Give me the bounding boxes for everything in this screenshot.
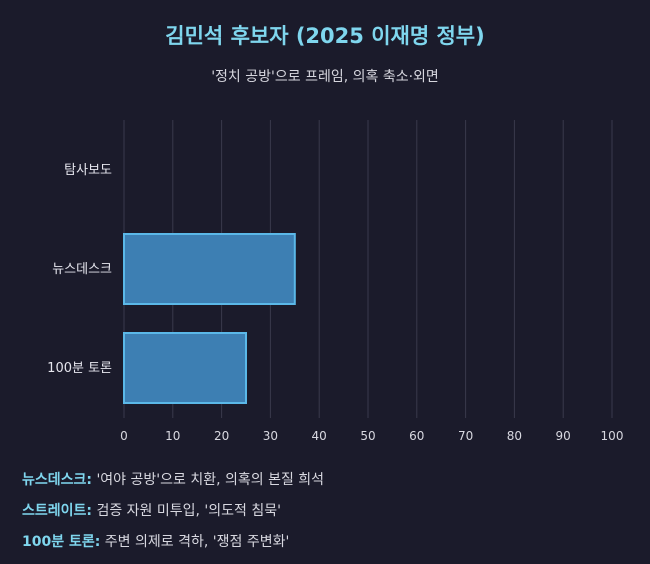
note-label: 뉴스데스크: xyxy=(22,472,92,488)
x-tick-label: 30 xyxy=(263,429,278,443)
note-text: 주변 의제로 격하, '쟁점 주변화' xyxy=(100,534,290,550)
x-tick-labels: 0 10 20 30 40 50 60 70 80 90 100 xyxy=(120,429,623,443)
x-tick-label: 0 xyxy=(120,429,128,443)
chart-subtitle: '정치 공방'으로 프레임, 의혹 축소·외면 xyxy=(211,69,439,85)
x-tick-label: 90 xyxy=(556,429,571,443)
note-straight: 스트레이트: 검증 자원 미투입, '의도적 침묵' xyxy=(22,499,632,530)
category-label: 탐사보도 xyxy=(64,163,112,178)
note-100min-debate: 100분 토론: 주변 의제로 격하, '쟁점 주변화' xyxy=(22,530,632,561)
notes: 뉴스데스크: '여야 공방'으로 치환, 의혹의 본질 희석 스트레이트: 검증… xyxy=(22,468,632,561)
x-tick-label: 70 xyxy=(458,429,473,443)
x-tick-label: 50 xyxy=(360,429,375,443)
x-tick-label: 100 xyxy=(601,429,624,443)
note-label: 스트레이트: xyxy=(22,503,92,519)
bar xyxy=(123,233,296,305)
category-label: 뉴스데스크 xyxy=(52,262,112,277)
note-text: '여야 공방'으로 치환, 의혹의 본질 희석 xyxy=(92,472,325,488)
note-newsdesk: 뉴스데스크: '여야 공방'으로 치환, 의혹의 본질 희석 xyxy=(22,468,632,499)
bars xyxy=(123,233,296,404)
x-tick-label: 10 xyxy=(165,429,180,443)
x-tick-label: 60 xyxy=(409,429,424,443)
category-label: 100분 토론 xyxy=(47,361,112,376)
x-tick-label: 20 xyxy=(214,429,229,443)
x-tick-label: 40 xyxy=(312,429,327,443)
x-tick-label: 80 xyxy=(507,429,522,443)
chart-title: 김민석 후보자 (2025 이재명 정부) xyxy=(165,24,485,48)
note-label: 100분 토론: xyxy=(22,534,101,550)
note-text: 검증 자원 미투입, '의도적 침묵' xyxy=(92,503,281,519)
bar xyxy=(123,332,247,404)
